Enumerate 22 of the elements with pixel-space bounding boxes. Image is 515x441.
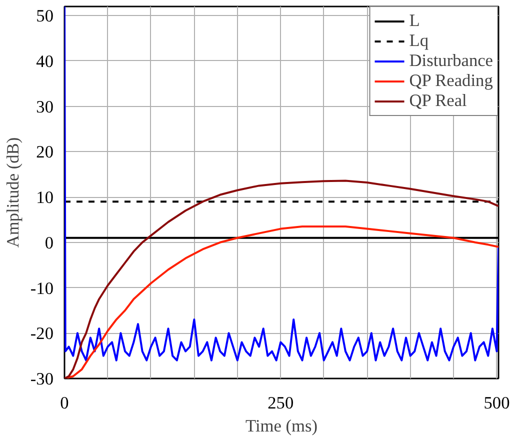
y-tick-label: -10: [30, 278, 54, 298]
y-tick-label: 10: [36, 188, 54, 208]
x-tick-label: 250: [268, 394, 294, 412]
y-tick-label: 40: [36, 52, 54, 71]
legend-label: Disturbance: [409, 51, 493, 71]
x-axis-title: Time (ms): [245, 416, 318, 436]
y-tick-label: 50: [36, 6, 54, 26]
line-series: [64, 180, 498, 378]
legend-label: QP Reading: [409, 71, 493, 91]
line-series: [64, 6, 498, 362]
x-tick-label: 500: [484, 394, 510, 412]
line-series: [64, 226, 498, 378]
y-tick-label: 20: [36, 142, 54, 162]
y-tick-label: 30: [36, 97, 54, 116]
y-tick-label: 0: [44, 233, 54, 252]
y-tick-label: -20: [30, 324, 54, 344]
y-axis-title: Amplitude (dB): [3, 137, 22, 248]
x-tick-label: 0: [60, 394, 69, 412]
legend-label: L: [409, 11, 421, 31]
legend-label: QP Real: [409, 91, 467, 111]
y-tick-label: -30: [30, 370, 54, 388]
legend-label: Lq: [409, 31, 430, 51]
